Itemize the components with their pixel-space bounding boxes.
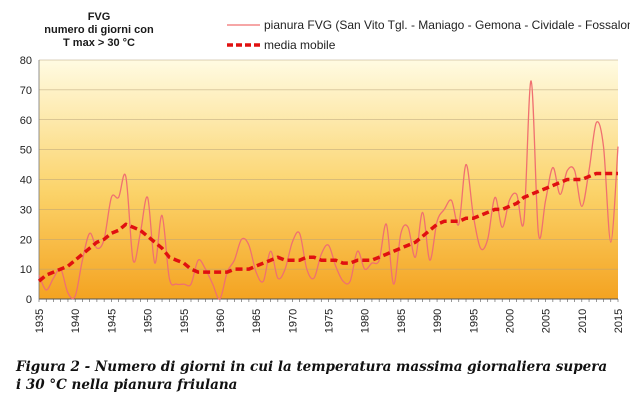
x-tick-label: 1955 xyxy=(179,309,191,333)
legend-label-moving-average: media mobile xyxy=(264,38,336,52)
y-tick-label: 20 xyxy=(20,234,32,246)
y-tick-label: 40 xyxy=(20,175,32,187)
chart-title-line: numero di giorni con xyxy=(44,24,154,36)
legend-label-series: pianura FVG (San Vito Tgl. - Maniago - G… xyxy=(264,18,630,32)
x-tick-label: 1970 xyxy=(287,309,299,333)
y-tick-label: 0 xyxy=(26,294,32,306)
series-line-pianura-fvg xyxy=(38,80,619,300)
y-tick-label: 30 xyxy=(20,204,32,216)
y-tick-label: 70 xyxy=(20,85,32,97)
x-tick-label: 2010 xyxy=(577,309,589,333)
x-tick-label: 1935 xyxy=(34,309,46,333)
chart-title-line: T max > 30 °C xyxy=(63,37,135,49)
line-chart: 0 10 20 30 40 50 60 70 80 1935 1940 1945 1950 1955 19… xyxy=(20,18,630,333)
y-tick-label: 80 xyxy=(20,55,32,67)
x-tick-label: 2005 xyxy=(541,309,553,333)
series-line-moving-average xyxy=(37,171,618,283)
y-tick-label: 50 xyxy=(20,145,32,157)
figure-caption: Figura 2 - Numero di giorni in cui la te… xyxy=(16,359,608,393)
x-tick-label: 1945 xyxy=(106,309,118,333)
y-tick-label: 10 xyxy=(20,264,32,276)
x-tick-label: 1960 xyxy=(215,309,227,333)
chart-title-line: FVG xyxy=(87,11,111,23)
x-tick-label: 1980 xyxy=(360,309,372,333)
legend: pianura FVG (San Vito Tgl. - Maniago - G… xyxy=(227,18,630,52)
x-tick-label: 2000 xyxy=(504,309,516,333)
x-tick-label: 1985 xyxy=(396,309,408,333)
x-tick-label: 1940 xyxy=(70,309,82,333)
x-tick-label: 1990 xyxy=(432,309,444,333)
chart-title: FVG numero di giorni con T max > 30 °C xyxy=(20,11,178,50)
y-tick-label: 60 xyxy=(20,115,32,127)
x-tick-label: 2015 xyxy=(613,309,625,333)
x-tick-label: 1995 xyxy=(468,309,480,333)
x-tick-label: 1950 xyxy=(143,309,155,333)
x-tick-label: 1965 xyxy=(251,309,263,333)
x-tick-label: 1975 xyxy=(324,309,336,333)
